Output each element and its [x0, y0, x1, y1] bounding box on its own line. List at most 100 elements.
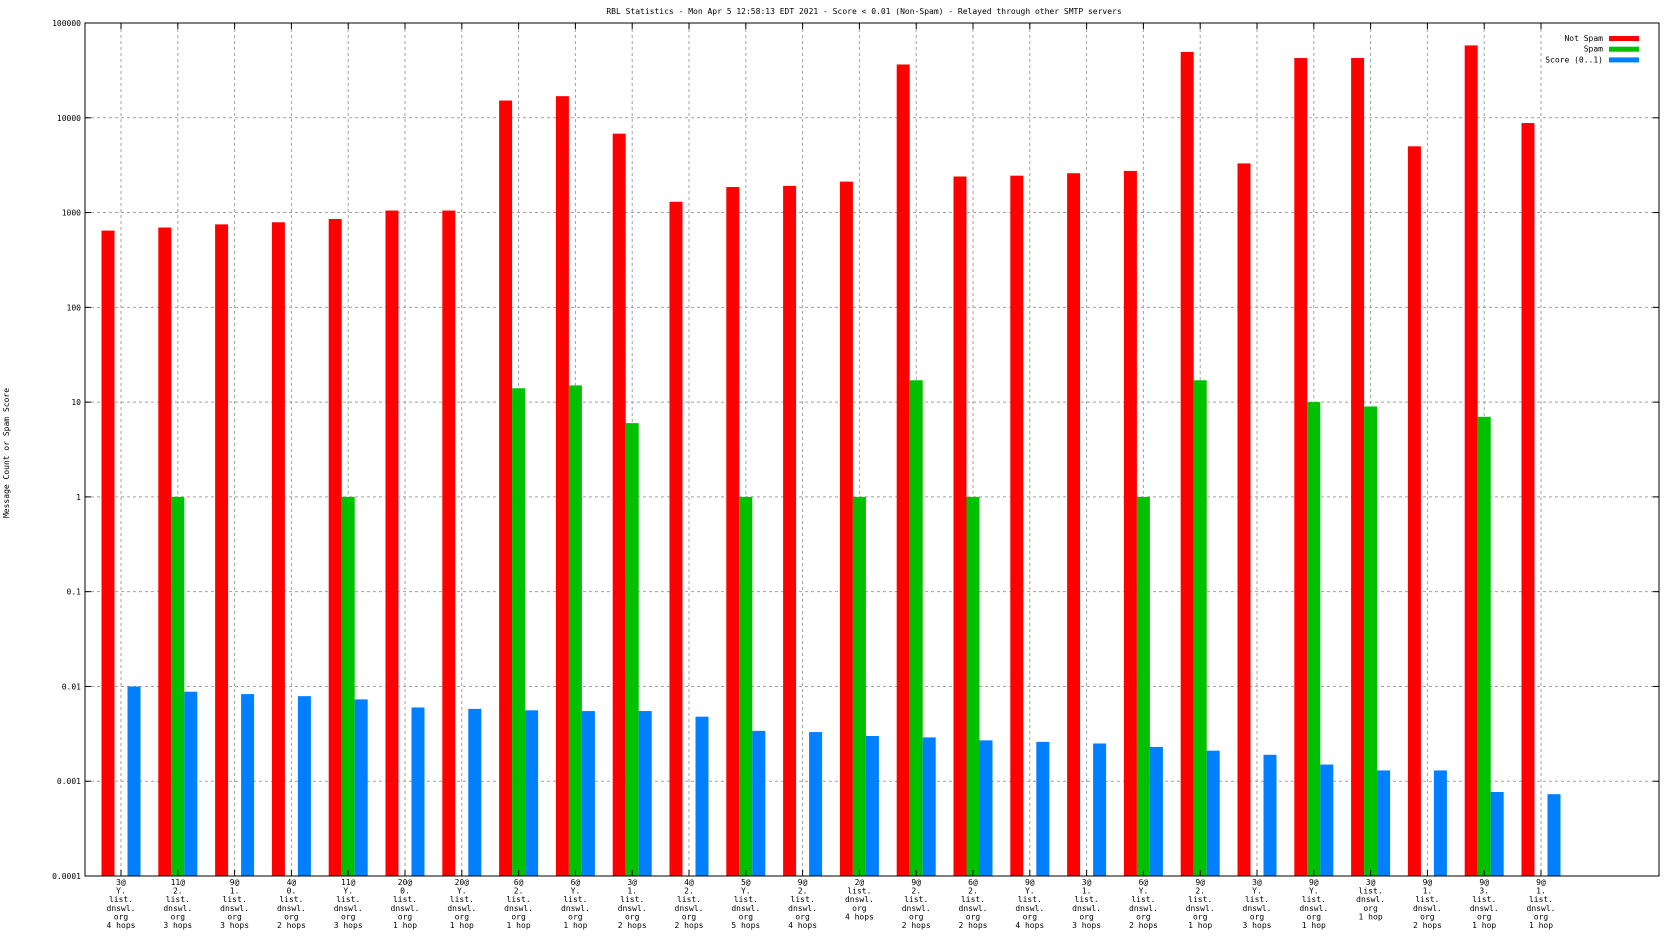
bar-score [752, 730, 766, 876]
bar-score [581, 711, 595, 876]
x-tick-label: 2 hops [1413, 921, 1442, 930]
bar-score [184, 691, 198, 876]
x-tick-label: 2 hops [902, 921, 931, 930]
bar-not-spam [839, 181, 853, 877]
x-tick-label: Y. [343, 887, 353, 896]
x-tick-label: list. [1075, 895, 1099, 904]
x-tick-label: list. [1245, 895, 1269, 904]
x-tick-label: 6@ [968, 878, 978, 887]
bar-score [525, 710, 539, 876]
x-tick-label: dnswl. [1527, 904, 1556, 913]
legend-swatch [1609, 36, 1639, 41]
x-tick-label: org [1534, 912, 1549, 921]
x-tick-label: 1. [230, 887, 240, 896]
bar-score [865, 736, 879, 876]
x-tick-label: org [1136, 912, 1151, 921]
bar-score [922, 737, 936, 876]
x-tick-label: 1 hop [450, 921, 474, 930]
x-tick-label: org [625, 912, 640, 921]
x-tick-label: org [682, 912, 697, 921]
y-axis-label: Message Count or Spam Score [2, 388, 11, 518]
bar-score [1036, 741, 1050, 876]
x-tick-label: list. [507, 895, 531, 904]
x-tick-label: dnswl. [902, 904, 931, 913]
x-tick-label: 2@ [855, 878, 865, 887]
bar-score [1433, 770, 1447, 876]
x-tick-label: dnswl. [1356, 895, 1385, 904]
bar-spam [739, 496, 753, 876]
x-tick-label: dnswl. [107, 904, 136, 913]
x-tick-label: dnswl. [220, 904, 249, 913]
bar-score [1206, 750, 1220, 876]
x-tick-label: 4@ [684, 878, 694, 887]
x-tick-label: 2 hops [959, 921, 988, 930]
bar-not-spam [442, 210, 456, 876]
bars [101, 45, 1561, 877]
x-tick-label: 20@ [455, 878, 470, 887]
x-tick-label: 9@ [911, 878, 921, 887]
x-tick-label: 1 hop [1529, 921, 1553, 930]
x-tick-label: dnswl. [1186, 904, 1215, 913]
x-tick-label: 3@ [116, 878, 126, 887]
bar-score [354, 699, 368, 876]
x-tick-label: dnswl. [788, 904, 817, 913]
x-tick-label: org [511, 912, 526, 921]
x-tick-label: list. [166, 895, 190, 904]
x-tick-label: list. [1359, 887, 1383, 896]
x-tick-label: 2 hops [675, 921, 704, 930]
x-tick-label: dnswl. [845, 895, 874, 904]
x-tick-label: list. [620, 895, 644, 904]
legend-label: Not Spam [1564, 34, 1603, 43]
bar-score [695, 716, 709, 876]
x-tick-label: list. [791, 895, 815, 904]
x-tick-label: 2. [514, 887, 524, 896]
bar-not-spam [158, 227, 172, 877]
x-tick-label: dnswl. [1072, 904, 1101, 913]
y-tick-label: 0.001 [57, 777, 81, 786]
x-tick-label: org [966, 912, 981, 921]
bar-not-spam [1464, 45, 1478, 877]
x-tick-label: 1. [627, 887, 637, 896]
x-tick-label: 11@ [171, 878, 186, 887]
bar-spam [625, 423, 639, 876]
x-tick-label: org [1193, 912, 1208, 921]
x-tick-label: 1 hop [563, 921, 587, 930]
bar-not-spam [1521, 123, 1535, 876]
x-tick-label: 1 hop [507, 921, 531, 930]
bar-score [979, 740, 993, 876]
legend-label: Score (0..1) [1545, 55, 1603, 64]
x-tick-label: dnswl. [1243, 904, 1272, 913]
bar-not-spam [1123, 170, 1137, 877]
bar-not-spam [555, 96, 569, 876]
y-tick-label: 1 [76, 493, 81, 502]
x-tick-label: 3. [1479, 887, 1489, 896]
x-tick-label: list. [1472, 895, 1496, 904]
x-tick-label: 2 hops [277, 921, 306, 930]
x-tick-label: 5@ [741, 878, 751, 887]
x-tick-label: dnswl. [391, 904, 420, 913]
x-tick-label: org [1079, 912, 1094, 921]
x-tick-label: 11@ [341, 878, 356, 887]
y-tick-label: 10000 [57, 114, 81, 123]
y-tick-label: 100 [67, 303, 82, 312]
x-tick-label: org [1477, 912, 1492, 921]
x-tick-label: dnswl. [277, 904, 306, 913]
x-tick-label: dnswl. [1129, 904, 1158, 913]
x-tick-label: org [1420, 912, 1435, 921]
x-tick-label: 2. [798, 887, 808, 896]
legend-swatch [1609, 57, 1639, 63]
bar-spam [1364, 406, 1378, 876]
x-tick-label: list. [1302, 895, 1326, 904]
x-tick-label: 4 hops [107, 921, 136, 930]
bar-not-spam [953, 176, 967, 877]
x-tick-label: dnswl. [618, 904, 647, 913]
x-tick-label: org [909, 912, 924, 921]
x-tick-label: 2 hops [1129, 921, 1158, 930]
x-tick-label: list. [847, 887, 871, 896]
bar-spam [966, 496, 980, 876]
x-tick-label: 20@ [398, 878, 413, 887]
x-tick-label: dnswl. [447, 904, 476, 913]
x-tick-label: Y. [1309, 887, 1319, 896]
x-tick-label: 9@ [1309, 878, 1319, 887]
x-tick-label: 5 hops [731, 921, 760, 930]
